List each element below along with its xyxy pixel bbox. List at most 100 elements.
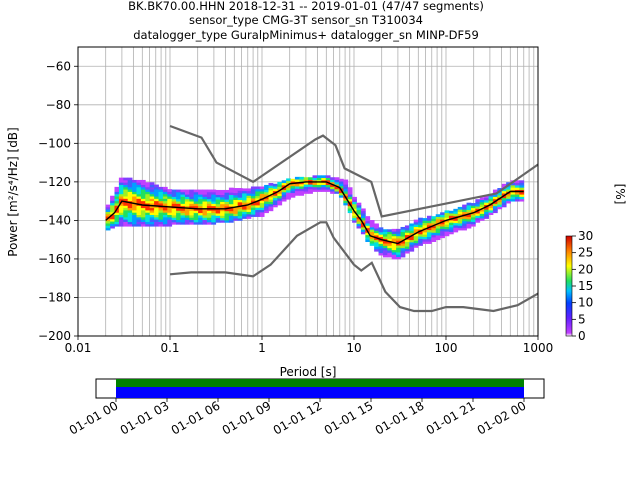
heatmap-cell [338, 190, 344, 194]
heatmap-cell [484, 199, 489, 203]
heatmap-cell [250, 188, 256, 192]
heatmap-cell [149, 198, 155, 202]
heatmap-cell [211, 210, 217, 214]
heatmap-cell [132, 184, 137, 188]
heatmap-cell [228, 196, 234, 200]
heatmap-cell [118, 207, 124, 211]
heatmap-cell [431, 223, 437, 226]
heatmap-cell [365, 220, 371, 224]
heatmap-cell [180, 219, 186, 223]
heatmap-cell [180, 212, 186, 216]
timeline-tick-label: 01-01 21 [424, 398, 478, 437]
heatmap-cell [286, 189, 291, 193]
heatmap-cell [206, 210, 212, 214]
heatmap-cell [400, 254, 406, 258]
heatmap-cell [224, 215, 230, 219]
heatmap-cell [479, 197, 485, 200]
heatmap-cell [193, 221, 199, 225]
heatmap-cell [479, 204, 485, 207]
heatmap-cell [233, 215, 239, 219]
heatmap-cell [158, 191, 164, 195]
heatmap-cell [176, 203, 181, 207]
heatmap-cell [444, 224, 450, 227]
heatmap-cell [171, 198, 177, 202]
heatmap-cell [360, 215, 366, 219]
heatmap-cell [202, 191, 208, 195]
heatmap-cell [233, 192, 239, 196]
heatmap-cell [290, 192, 296, 196]
heatmap-cell [149, 200, 155, 204]
colorbar-tick-label: 10 [578, 296, 593, 310]
heatmap-cell [184, 219, 190, 223]
heatmap-cell [140, 212, 146, 216]
heatmap-cell [246, 211, 252, 215]
heatmap-cell [162, 207, 168, 211]
heatmap-cell [154, 219, 159, 222]
heatmap-cell [413, 224, 419, 227]
heatmap-cell [303, 179, 309, 183]
heatmap-cell [118, 179, 124, 183]
heatmap-cell [189, 189, 195, 193]
heatmap-cell [233, 201, 239, 205]
heatmap-cell [330, 186, 335, 190]
heatmap-cell [475, 220, 481, 223]
heatmap-cell [162, 196, 168, 199]
colorbar: 0 5 10 15 20 25 30 [%] [565, 184, 627, 343]
heatmap-cell [140, 200, 146, 204]
heatmap-cell [299, 193, 305, 196]
heatmap-cell [189, 219, 195, 223]
heatmap-cell [162, 200, 168, 204]
heatmap-cell [418, 217, 423, 221]
heatmap-cell [466, 202, 472, 206]
colorbar-tick-label: 5 [578, 312, 586, 326]
heatmap-cell [492, 201, 498, 204]
heatmap-cell [316, 189, 322, 192]
heatmap-cell [220, 194, 225, 198]
heatmap-cell [264, 191, 269, 195]
heatmap-cell [334, 186, 340, 190]
heatmap-cell [475, 208, 481, 212]
heatmap-cell [198, 210, 203, 214]
heatmap-cell [140, 223, 146, 227]
heatmap-cell [396, 242, 401, 246]
y-tick-label: −60 [46, 59, 71, 73]
heatmap-cell [484, 202, 489, 206]
heatmap-cell [202, 203, 208, 207]
heatmap-cell [444, 215, 450, 218]
heatmap-cell [149, 216, 155, 220]
heatmap-cell [352, 220, 357, 223]
heatmap-cell [215, 201, 221, 205]
heatmap-cell [259, 209, 265, 213]
heatmap-cell [268, 189, 274, 193]
heatmap-cell [123, 205, 129, 209]
heatmap-cell [264, 196, 269, 200]
heatmap-cell [228, 194, 234, 198]
heatmap-cell [286, 180, 291, 184]
heatmap-cell [184, 215, 190, 218]
heatmap-cell [220, 189, 225, 193]
heatmap-cell [180, 217, 186, 221]
heatmap-cell [343, 198, 349, 201]
heatmap-cell [431, 239, 437, 242]
heatmap-cell [171, 215, 177, 218]
heatmap-cell [237, 211, 243, 214]
heatmap-cell [519, 198, 525, 202]
heatmap-cell [259, 214, 265, 217]
heatmap-cell [123, 212, 129, 216]
heatmap-cell [215, 203, 221, 207]
heatmap-cell [365, 218, 371, 222]
heatmap-cell [400, 245, 406, 249]
heatmap-cell [136, 219, 142, 222]
heatmap-cell [237, 199, 243, 203]
heatmap-cell [118, 221, 124, 225]
heatmap-cell [387, 243, 393, 246]
plot-frame [77, 46, 539, 337]
timeline-tick-label: 01-01 09 [220, 398, 274, 437]
heatmap-cell [118, 214, 124, 218]
heatmap-cell [198, 217, 203, 221]
heatmap-cell [488, 205, 494, 209]
heatmap-cell [426, 222, 432, 226]
heatmap-cell [501, 197, 507, 201]
heatmap-cell [475, 206, 481, 209]
heatmap-cell [242, 206, 247, 210]
